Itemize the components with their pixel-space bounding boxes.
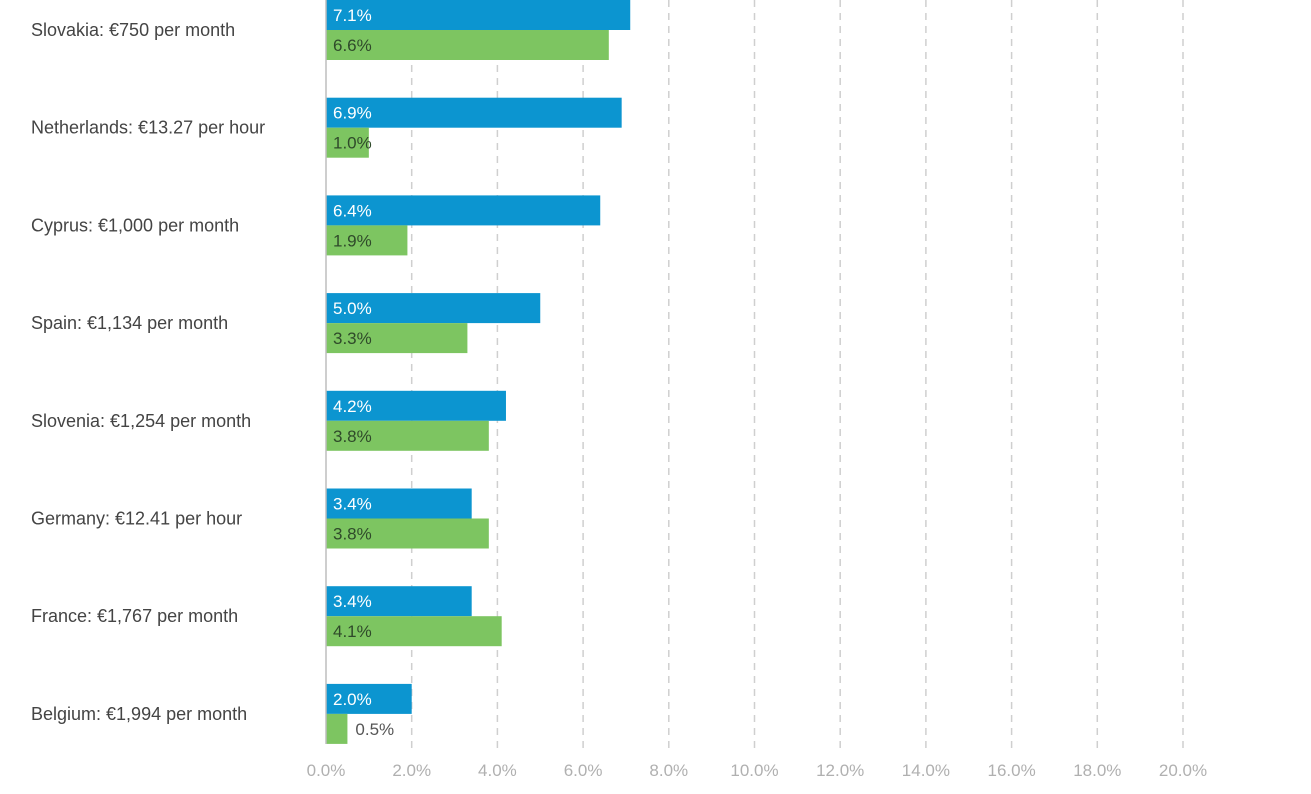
data-label: 2.0% xyxy=(333,690,372,709)
category-label: Germany: €12.41 per hour xyxy=(31,509,242,529)
bar xyxy=(326,518,489,549)
data-label: 4.1% xyxy=(333,622,372,641)
bar xyxy=(326,390,506,421)
bar xyxy=(326,683,412,714)
data-label: 3.4% xyxy=(333,495,372,514)
bar xyxy=(326,225,408,256)
x-tick-label: 6.0% xyxy=(564,761,603,780)
category-label: Belgium: €1,994 per month xyxy=(31,704,247,724)
bar xyxy=(326,420,489,451)
bar xyxy=(326,616,502,647)
category-label: Slovakia: €750 per month xyxy=(31,20,235,40)
category-label: France: €1,767 per month xyxy=(31,606,238,626)
bar xyxy=(326,127,369,158)
category-label: Slovenia: €1,254 per month xyxy=(31,411,251,431)
bar xyxy=(326,30,609,60)
category-label: Cyprus: €1,000 per month xyxy=(31,215,239,235)
bar xyxy=(326,488,472,519)
x-tick-label: 8.0% xyxy=(649,761,688,780)
x-tick-label: 16.0% xyxy=(987,761,1035,780)
x-tick-label: 18.0% xyxy=(1073,761,1121,780)
x-tick-label: 10.0% xyxy=(730,761,778,780)
data-label: 3.8% xyxy=(333,427,372,446)
data-label: 3.8% xyxy=(333,525,372,544)
bar xyxy=(326,713,348,744)
data-label: 1.0% xyxy=(333,134,372,153)
data-label: 3.3% xyxy=(333,329,372,348)
bar xyxy=(326,195,601,226)
data-label: 1.9% xyxy=(333,231,372,250)
data-label: 3.4% xyxy=(333,592,372,611)
bar xyxy=(326,586,472,617)
bar xyxy=(326,293,541,324)
data-label: 6.4% xyxy=(333,201,372,220)
x-tick-label: 12.0% xyxy=(816,761,864,780)
data-label: 7.1% xyxy=(333,6,372,25)
x-tick-label: 4.0% xyxy=(478,761,517,780)
x-tick-label: 0.0% xyxy=(307,761,346,780)
data-label: 6.6% xyxy=(333,36,372,55)
x-tick-label: 2.0% xyxy=(392,761,431,780)
category-label: Spain: €1,134 per month xyxy=(31,313,228,333)
x-tick-label: 14.0% xyxy=(902,761,950,780)
x-tick-label: 20.0% xyxy=(1159,761,1207,780)
bar xyxy=(326,0,631,30)
data-label: 0.5% xyxy=(355,720,394,739)
data-label: 6.9% xyxy=(333,104,372,123)
bar xyxy=(326,97,622,128)
data-label: 5.0% xyxy=(333,299,372,318)
data-label: 4.2% xyxy=(333,397,372,416)
category-label: Netherlands: €13.27 per hour xyxy=(31,118,265,138)
bar xyxy=(326,323,468,354)
